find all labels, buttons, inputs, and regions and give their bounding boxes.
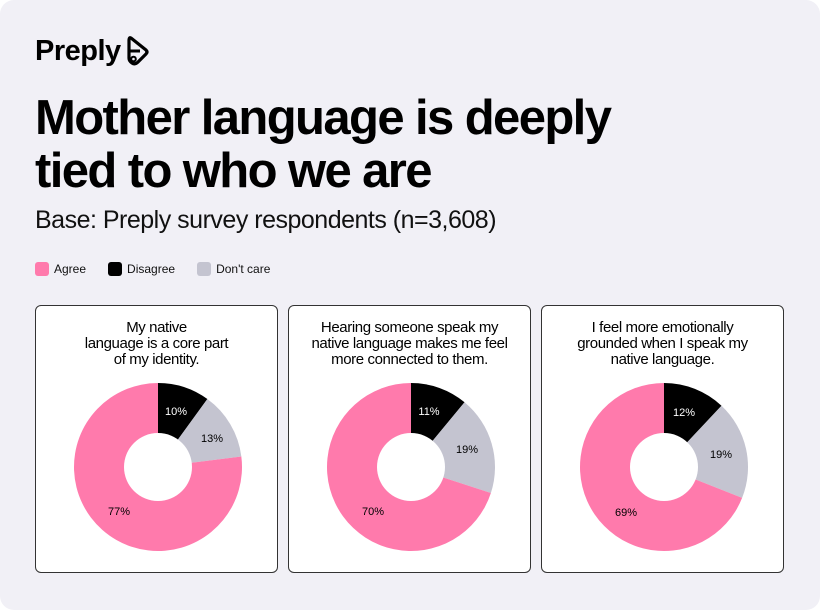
legend-label: Disagree [127,262,176,276]
pct-label-agree: 69% [615,507,637,519]
donut-hole [630,433,698,501]
card-title: Hearing someone speak my native language… [289,320,530,368]
preply-logo: Preply [35,34,151,68]
donut-hole [124,433,192,501]
card-title-line: I feel more emotionally [591,319,734,336]
donut-chart: 11% 19% 70% [327,383,495,551]
pct-label-agree: 77% [108,506,130,518]
preply-logo-icon [127,36,149,66]
card-title-line: native language. [610,351,715,368]
pct-label-dont-care: 13% [201,433,223,445]
card-title-line: My native [126,319,187,336]
chart-card-grounded: I feel more emotionally grounded when I … [541,305,784,573]
pct-label-agree: 70% [362,506,384,518]
donut-chart: 12% 19% 69% [580,383,748,551]
title-line: tied to who we are [35,144,433,198]
card-title-line: grounded when I speak my [577,335,748,352]
pct-label-disagree: 12% [673,407,695,419]
legend-item-dont-care: Don't care [197,262,270,276]
disagree-swatch-icon [108,262,123,276]
pct-label-disagree: 11% [418,406,439,418]
donut-hole [377,433,445,501]
card-title-line: more connected to them. [331,351,488,368]
dont-care-swatch-icon [197,262,212,276]
legend: Agree Disagree Don't care [35,262,292,276]
legend-label: Don't care [216,262,271,276]
card-title: I feel more emotionally grounded when I … [542,320,783,368]
card-title-line: Hearing someone speak my [320,319,499,336]
pct-label-dont-care: 19% [710,449,732,461]
legend-item-disagree: Disagree [108,262,175,276]
agree-swatch-icon [35,262,49,276]
card-title-line: of my identity. [113,351,200,368]
legend-item-agree: Agree [35,262,86,276]
subtitle: Base: Preply survey respondents (n=3,608… [35,206,497,234]
pct-label-disagree: 10% [165,406,187,418]
donut-chart: 10% 13% 77% [74,383,243,551]
legend-label: Agree [54,262,87,276]
chart-card-identity: My native language is a core part of my … [35,305,278,573]
pct-label-dont-care: 19% [456,444,478,456]
card-title: My native language is a core part of my … [36,320,277,368]
card-title-line: native language makes me feel [311,335,508,352]
page-title: Mother language is deeply tied to who we… [35,91,612,198]
card-title-line: language is a core part [84,335,229,352]
chart-card-connected: Hearing someone speak my native language… [288,305,531,573]
brand-name: Preply [35,34,121,67]
title-line: Mother language is deeply [35,91,612,145]
